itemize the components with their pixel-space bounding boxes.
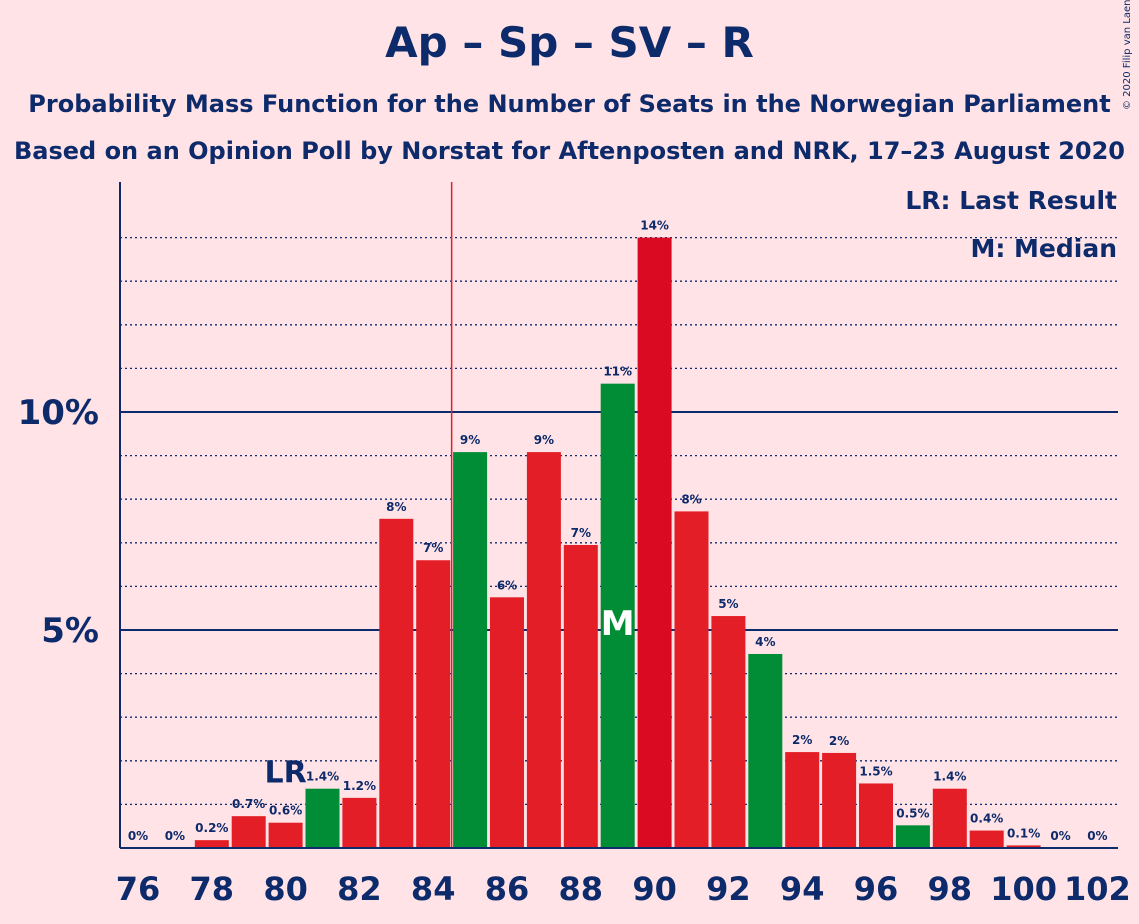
legend-median: M: Median [970,234,1117,263]
bar-value-label: 0% [128,829,148,843]
bar-value-label: 11% [603,365,632,379]
bar-seat-82 [342,797,377,848]
bar-seat-100 [1006,845,1041,848]
bar-value-label: 8% [681,492,701,506]
x-tick-label: 84 [411,870,456,908]
chart-title: Ap – Sp – SV – R [385,18,754,67]
bar-value-label: 9% [534,433,554,447]
bar-value-label: 0% [165,829,185,843]
bar-seat-87 [526,452,561,848]
x-tick-label: 100 [990,870,1057,908]
x-tick-label: 80 [263,870,308,908]
bar-seat-90 [637,237,672,849]
y-tick-label: 5% [41,611,99,651]
bar-seat-92 [711,616,746,848]
bar-value-label: 1.5% [859,764,892,778]
bar-value-label: 0.4% [970,812,1003,826]
bar-seat-95 [822,752,857,848]
legend-last-result: LR: Last Result [905,186,1117,215]
bar-seat-96 [859,783,893,848]
bar-value-label: 7% [571,526,591,540]
bar-value-label: 14% [640,219,669,233]
x-tick-label: 102 [1064,870,1131,908]
bar-value-label: 4% [755,635,775,649]
x-tick-label: 98 [928,870,973,908]
bar-seat-99 [969,830,1004,848]
x-tick-label: 90 [632,870,677,908]
x-tick-label: 88 [559,870,604,908]
y-tick-label: 10% [18,393,99,433]
bar-seat-86 [490,597,524,848]
bar-seat-80 [268,822,303,848]
bar-value-label: 0.7% [232,797,265,811]
bar-seat-81 [305,788,340,848]
bar-value-label: 0% [1087,829,1107,843]
bar-value-label: 0.1% [1007,826,1040,840]
bar-value-label: 0.2% [195,821,228,835]
median-marker: M [601,604,635,644]
bar-seat-78 [194,840,229,848]
bar-seat-91 [674,511,709,848]
bar-value-label: 9% [460,433,480,447]
bar-value-label: 1.4% [306,770,339,784]
bar-seat-83 [379,518,414,848]
bar-seat-94 [785,752,820,848]
bar-seat-97 [895,825,930,848]
x-tick-label: 78 [190,870,235,908]
last-result-marker: LR [264,756,306,791]
bar-value-label: 0.5% [896,806,929,820]
bar-value-label: 7% [423,541,443,555]
bar-seat-93 [748,653,783,848]
x-tick-label: 82 [337,870,382,908]
bar-seat-98 [932,788,967,848]
x-tick-label: 76 [116,870,161,908]
x-tick-label: 96 [854,870,899,908]
x-tick-label: 86 [485,870,530,908]
bar-value-label: 2% [829,734,849,748]
bar-value-label: 2% [792,733,812,747]
bar-seat-85 [453,452,488,848]
bar-seat-79 [231,816,266,848]
bar-value-label: 6% [497,578,517,592]
chart-subtitle-2: Based on an Opinion Poll by Norstat for … [13,137,1126,165]
bar-seat-84 [416,560,451,848]
bar-value-label: 5% [718,597,738,611]
x-tick-label: 92 [706,870,751,908]
chart-subtitle-1: Probability Mass Function for the Number… [28,90,1111,118]
bar-value-label: 0.6% [269,804,302,818]
bar-value-label: 1.2% [343,779,376,793]
bar-value-label: 1.4% [933,770,966,784]
bar-seat-89 [600,383,635,848]
bar-seat-88 [563,544,598,848]
bar-value-label: 0% [1050,829,1070,843]
bar-value-label: 8% [386,500,406,514]
x-tick-label: 94 [780,870,825,908]
